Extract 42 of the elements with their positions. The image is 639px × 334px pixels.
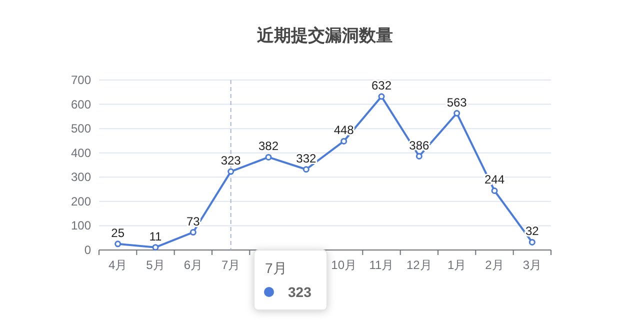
y-tick-label: 700 [70,73,92,87]
x-tick-label: 7月 [221,258,240,272]
y-tick-label: 400 [70,146,92,160]
data-label: 32 [525,224,540,238]
x-tick-label: 3月 [522,258,542,272]
point [416,153,422,160]
point [378,93,385,100]
point [491,187,498,194]
x-tick-label: 5月 [146,258,165,272]
x-tick-label: 12月 [406,258,432,272]
point [114,240,122,248]
x-tick-label: 2月 [485,258,504,272]
y-tick-label: 300 [70,170,92,184]
data-label: 563 [446,95,468,110]
x-tick-label: 4月 [108,258,128,272]
y-tick-label: 500 [70,122,92,136]
x-tick-label: 10月 [331,258,357,272]
y-tick-label: 0 [84,243,92,257]
data-label: 332 [296,151,316,166]
data-label: 382 [258,139,279,154]
y-tick-label: 100 [70,218,92,233]
data-label: 11 [149,229,162,244]
x-tick-label: 1月 [447,258,466,272]
x-tick-label: 6月 [184,258,203,272]
point [190,229,196,236]
point [528,238,536,246]
data-label: 448 [334,123,354,138]
chart-title: 近期提交漏洞数量 [256,26,393,45]
point [152,244,159,251]
y-tick-label: 600 [70,97,92,112]
point [454,110,460,117]
point [340,138,348,144]
point [228,168,234,175]
data-label: 323 [220,154,242,168]
x-tick-label: 11月 [369,258,394,272]
data-label: 25 [111,226,125,240]
data-label: 632 [371,78,392,93]
point [302,166,310,173]
y-tick-label: 200 [70,194,92,208]
data-label: 73 [186,214,200,228]
tooltip: 7月 323 [254,250,328,310]
point [265,154,272,160]
